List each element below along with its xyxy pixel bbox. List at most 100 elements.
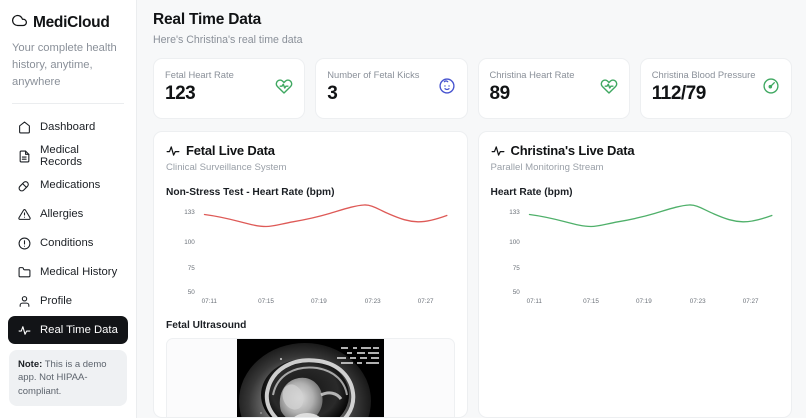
y-tick: 50 xyxy=(512,289,519,296)
panel-title-row: Christina's Live Data xyxy=(491,143,780,158)
stat-card-row: Fetal Heart Rate 123 Number of Fetal Kic… xyxy=(137,46,806,119)
ultrasound-frame[interactable] xyxy=(166,338,455,417)
y-tick: 100 xyxy=(184,239,195,246)
stat-card-label: Fetal Heart Rate xyxy=(165,69,234,80)
stat-card-value: 3 xyxy=(327,83,338,104)
sidebar-divider xyxy=(12,103,124,104)
x-tick: 07:27 xyxy=(742,298,758,305)
y-tick: 133 xyxy=(184,209,195,216)
stat-card-value: 89 xyxy=(489,83,511,104)
sidebar-item-medications[interactable]: Medications xyxy=(8,171,128,199)
stat-card-fetal-kicks[interactable]: Number of Fetal Kicks 3 xyxy=(315,58,468,119)
warning-icon xyxy=(17,207,31,221)
stat-card-label: Christina Blood Pressure xyxy=(651,69,756,80)
stat-card-text: Christina Blood Pressure 112/79 xyxy=(652,69,756,105)
pill-icon xyxy=(17,178,31,192)
sidebar: MediCloud Your complete health history, … xyxy=(0,0,137,418)
y-tick: 75 xyxy=(512,265,519,272)
y-axis-ticks: 133 100 75 50 xyxy=(184,209,195,296)
chart-label: Heart Rate (bpm) xyxy=(490,187,573,198)
y-tick: 50 xyxy=(188,289,195,296)
y-tick: 100 xyxy=(509,239,520,246)
panel-subtitle: Parallel Monitoring Stream xyxy=(490,162,604,173)
x-axis-ticks: 07:11 07:15 07:19 07:23 07:27 xyxy=(202,298,434,305)
brand-name: MediCloud xyxy=(33,14,110,31)
sidebar-item-medical-records[interactable]: Medical Records xyxy=(8,142,128,170)
brand-block: MediCloud Your complete health history, … xyxy=(0,0,136,104)
brand-row[interactable]: MediCloud xyxy=(12,13,124,33)
sidebar-item-label: Dashboard xyxy=(40,121,96,133)
chart-svg: 133 100 75 50 07:11 07:15 07:19 07:23 07… xyxy=(184,204,448,305)
chart-christina-heart-rate[interactable]: 133 100 75 50 07:11 07:15 07:19 07:23 07… xyxy=(491,202,780,306)
page-header: Real Time Data Here's Christina's real t… xyxy=(137,0,806,46)
live-data-panel-row: Fetal Live Data Clinical Surveillance Sy… xyxy=(137,119,806,418)
fetal-ultrasound-image xyxy=(236,339,384,417)
sidebar-nav: Dashboard Medical Records Medications Al… xyxy=(0,104,136,344)
stat-card-label: Number of Fetal Kicks xyxy=(327,69,420,80)
demo-note-wrap: Note: This is a demo app. Not HIPAA-comp… xyxy=(0,349,136,418)
activity-icon xyxy=(166,144,180,158)
baby-face-icon xyxy=(438,77,456,95)
chart-svg: 133 100 75 50 07:11 07:15 07:19 07:23 07… xyxy=(509,204,772,305)
panel-title: Christina's Live Data xyxy=(510,143,635,158)
demo-note-prefix: Note: xyxy=(18,358,43,370)
sidebar-item-label: Real Time Data xyxy=(40,324,118,336)
stat-card-text: Fetal Heart Rate 123 xyxy=(165,69,234,105)
chart-series-line xyxy=(528,204,772,228)
y-axis-ticks: 133 100 75 50 xyxy=(509,209,520,296)
document-icon xyxy=(17,149,31,163)
sidebar-item-label: Medications xyxy=(40,179,101,191)
panel-title: Fetal Live Data xyxy=(186,143,275,158)
stat-card-value: 123 xyxy=(165,83,196,104)
sidebar-item-dashboard[interactable]: Dashboard xyxy=(8,113,128,141)
panel-subtitle: Clinical Surveillance System xyxy=(166,162,287,173)
stat-card-christina-heart-rate[interactable]: Christina Heart Rate 89 xyxy=(477,58,630,119)
main-content: Real Time Data Here's Christina's real t… xyxy=(137,0,806,418)
home-icon xyxy=(17,120,31,134)
chart-label: Non-Stress Test - Heart Rate (bpm) xyxy=(166,187,335,198)
sidebar-item-medical-history[interactable]: Medical History xyxy=(8,258,128,286)
stat-card-label: Christina Heart Rate xyxy=(489,69,575,80)
stat-card-value: 112/79 xyxy=(651,83,707,104)
brand-tagline: Your complete health history, anytime, a… xyxy=(12,42,117,88)
sidebar-item-label: Medical History xyxy=(40,266,118,278)
sidebar-item-conditions[interactable]: Conditions xyxy=(8,229,128,257)
page-subtitle: Here's Christina's real time data xyxy=(153,34,303,46)
demo-note: Note: This is a demo app. Not HIPAA-comp… xyxy=(9,349,127,406)
panel-fetal-live-data: Fetal Live Data Clinical Surveillance Sy… xyxy=(153,131,468,418)
user-icon xyxy=(17,294,31,308)
sidebar-item-label: Allergies xyxy=(40,208,84,220)
heart-pulse-icon xyxy=(600,77,618,95)
x-tick: 07:19 xyxy=(635,298,651,305)
ultrasound-label: Fetal Ultrasound xyxy=(166,320,247,331)
y-tick: 133 xyxy=(509,209,520,216)
stat-card-text: Number of Fetal Kicks 3 xyxy=(327,69,419,105)
sidebar-item-allergies[interactable]: Allergies xyxy=(8,200,128,228)
sidebar-item-real-time-data[interactable]: Real Time Data xyxy=(8,316,128,344)
sidebar-item-profile[interactable]: Profile xyxy=(8,287,128,315)
x-tick: 07:11 xyxy=(202,298,218,305)
sidebar-item-label: Conditions xyxy=(40,237,94,249)
x-tick: 07:23 xyxy=(689,298,705,305)
chart-series-line xyxy=(203,204,448,228)
gauge-icon xyxy=(762,77,780,95)
x-tick: 07:11 xyxy=(526,298,542,305)
x-tick: 07:23 xyxy=(365,298,381,305)
sidebar-item-label: Medical Records xyxy=(40,144,83,168)
stat-card-text: Christina Heart Rate 89 xyxy=(490,69,575,105)
demo-note-text: This is a demo app. Not HIPAA-compliant. xyxy=(18,358,107,397)
stat-card-fetal-heart-rate[interactable]: Fetal Heart Rate 123 xyxy=(153,58,306,119)
heart-pulse-icon xyxy=(275,77,293,95)
x-tick: 07:15 xyxy=(583,298,599,305)
stat-card-christina-blood-pressure[interactable]: Christina Blood Pressure 112/79 xyxy=(639,58,792,119)
activity-icon xyxy=(491,144,505,158)
folder-icon xyxy=(17,265,31,279)
x-tick: 07:19 xyxy=(311,298,327,305)
cloud-icon xyxy=(12,13,27,33)
panel-christina-live-data: Christina's Live Data Parallel Monitorin… xyxy=(477,131,792,418)
alert-circle-icon xyxy=(17,236,31,250)
chart-fetal-heart-rate[interactable]: 133 100 75 50 07:11 07:15 07:19 07:23 07… xyxy=(166,202,455,306)
sidebar-item-label: Profile xyxy=(40,295,73,307)
x-tick: 07:27 xyxy=(418,298,434,305)
